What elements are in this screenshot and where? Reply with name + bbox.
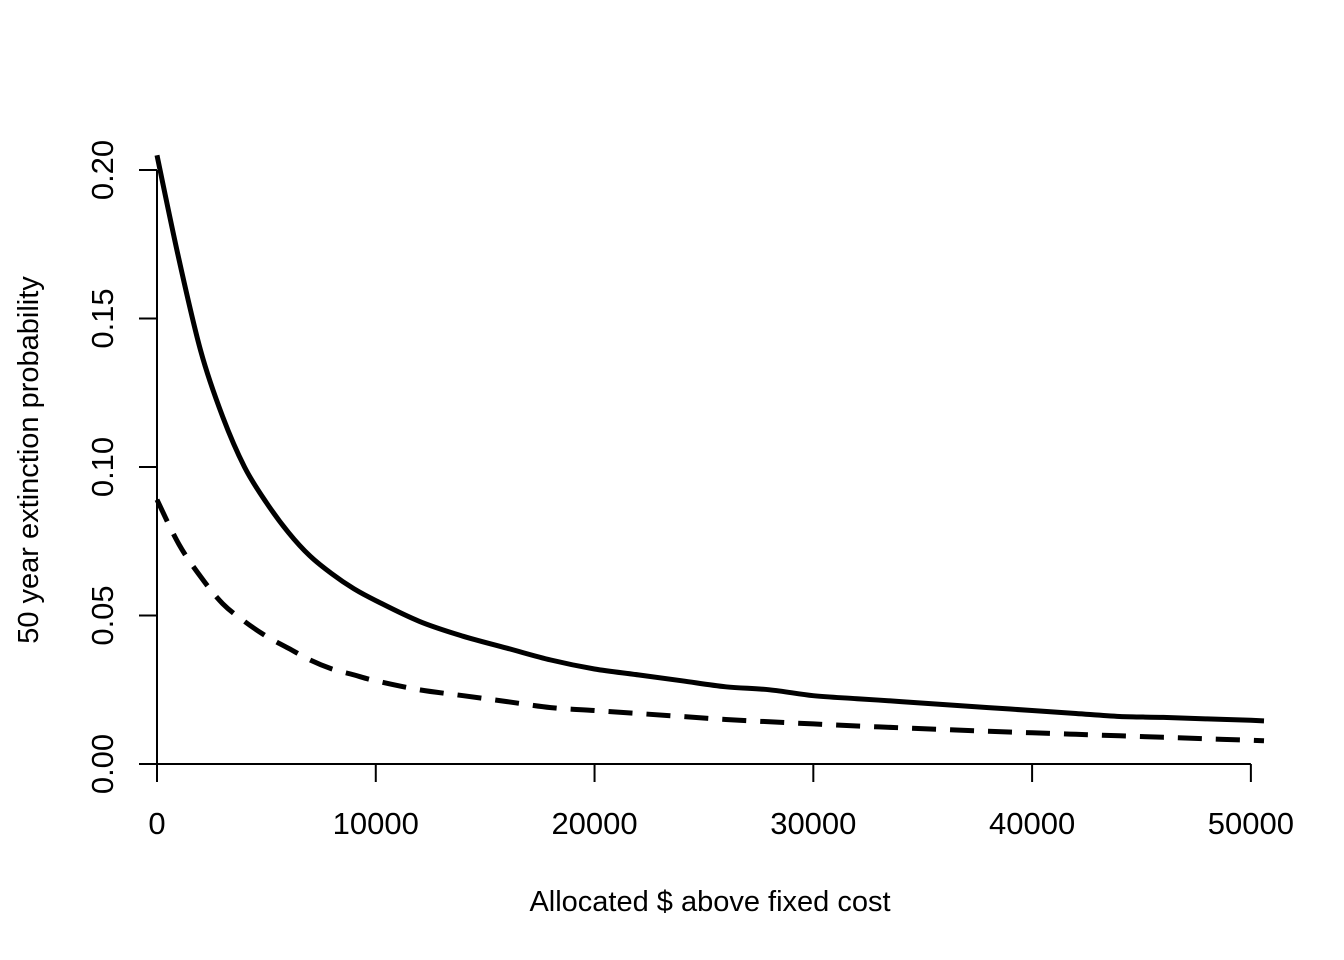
x-tick-label: 40000 — [989, 806, 1075, 841]
series-line-solid — [154, 154, 1265, 724]
x-tick-label: 10000 — [333, 806, 419, 841]
series-line-dashed — [154, 498, 1265, 744]
x-tick-label: 50000 — [1208, 806, 1294, 841]
x-tick-label: 20000 — [551, 806, 637, 841]
y-tick-label: 0.05 — [85, 585, 120, 645]
x-tick-label: 30000 — [770, 806, 856, 841]
y-tick-label: 0.15 — [85, 288, 120, 348]
y-tick-label: 0.20 — [85, 140, 120, 200]
x-axis-title: Allocated $ above fixed cost — [529, 886, 890, 918]
y-tick-label: 0.00 — [85, 734, 120, 794]
y-tick-label: 0.10 — [85, 437, 120, 497]
x-tick-label: 0 — [148, 806, 165, 841]
y-axis-title: 50 year extinction probability — [13, 276, 45, 644]
chart-axes: 0 10000 20000 30000 40000 50000 0.00 0.05 0.10 0.… — [85, 140, 1294, 841]
chart-lines — [154, 154, 1265, 744]
